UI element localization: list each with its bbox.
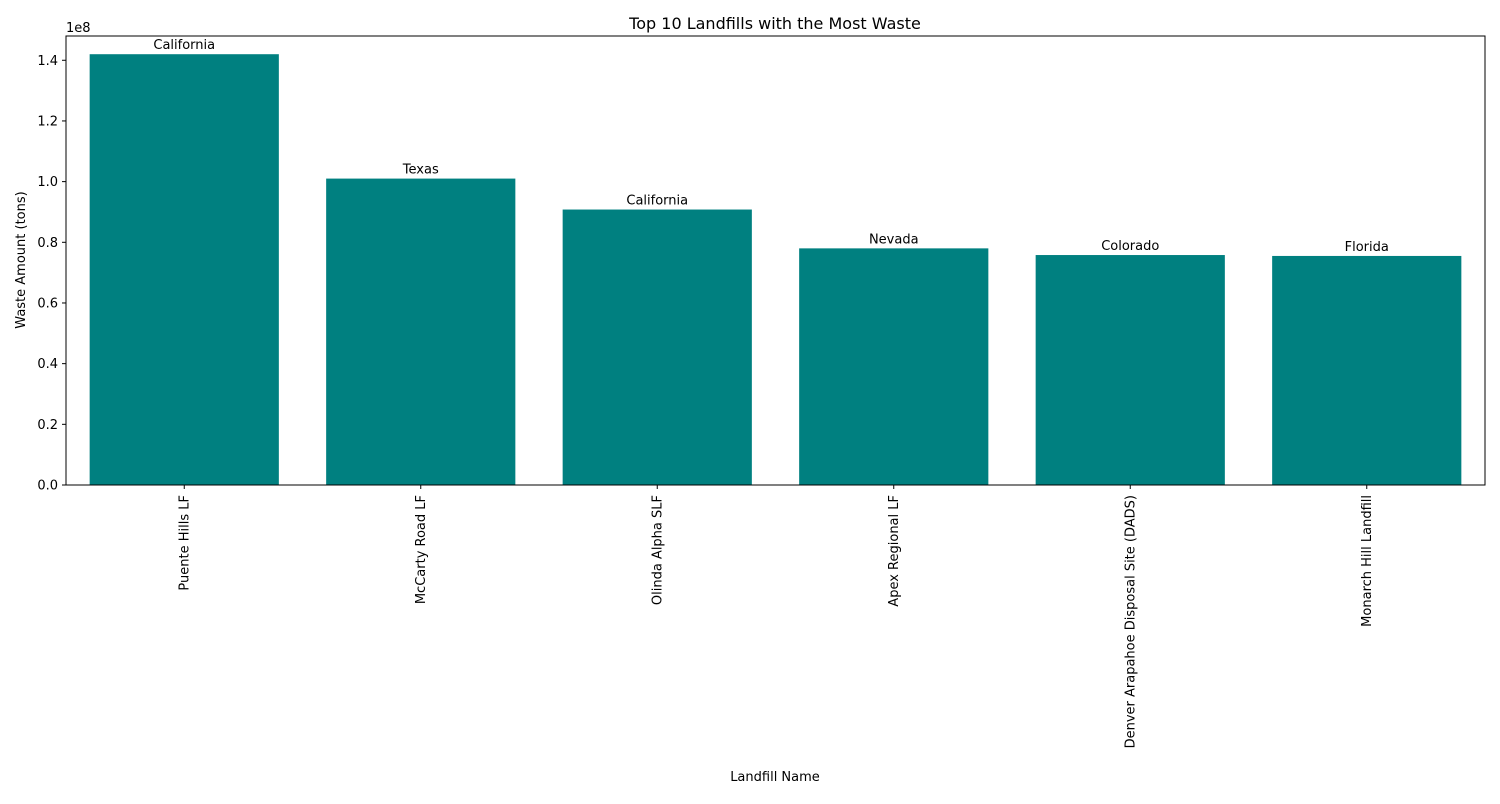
bar [799,248,989,485]
bar [1035,255,1225,485]
bar-data-label: California [153,38,215,53]
bar-data-label: Colorado [1101,239,1159,254]
chart-title: Top 10 Landfills with the Most Waste [628,14,921,33]
x-tick-label: Monarch Hill Landfill [1360,495,1375,627]
x-axis-label: Landfill Name [730,770,820,785]
plot-frame [65,35,1486,486]
bar-data-label: Florida [1345,240,1389,255]
y-axis-offset-label: 1e8 [66,21,91,36]
y-tick-label: 0.2 [37,418,58,433]
x-tick-label: Puente Hills LF [177,495,192,591]
y-tick-label: 1.0 [37,175,58,190]
bar-data-label: Nevada [869,232,919,247]
bar-data-label: California [626,194,688,209]
x-tick-label: Denver Arapahoe Disposal Site (DADS) [1123,495,1138,748]
bar [1272,255,1462,485]
bar-data-label: Texas [402,163,439,178]
y-axis: 0.0 0.2 0.4 0.6 0.8 1.0 1.2 1.4 [37,54,66,494]
y-tick-label: 0.4 [37,357,58,372]
y-tick-label: 1.4 [37,54,58,69]
x-tick-label: Olinda Alpha SLF [650,495,665,605]
bar [326,178,516,486]
x-axis: Puente Hills LF McCarty Road LF Olinda Alp… [177,485,1375,748]
y-tick-label: 0.6 [37,296,58,311]
y-tick-label: 0.0 [37,479,58,494]
y-axis-label: Waste Amount (tons) [14,191,29,328]
bars-layer [89,54,1462,486]
x-tick-label: Apex Regional LF [887,495,902,607]
bar-labels-layer: California Texas California Nevada Colorado F… [153,38,1388,255]
bar [562,209,752,486]
x-tick-label: McCarty Road LF [414,495,429,604]
y-tick-label: 0.8 [37,236,58,251]
bar [89,54,279,486]
y-tick-label: 1.2 [37,114,58,129]
